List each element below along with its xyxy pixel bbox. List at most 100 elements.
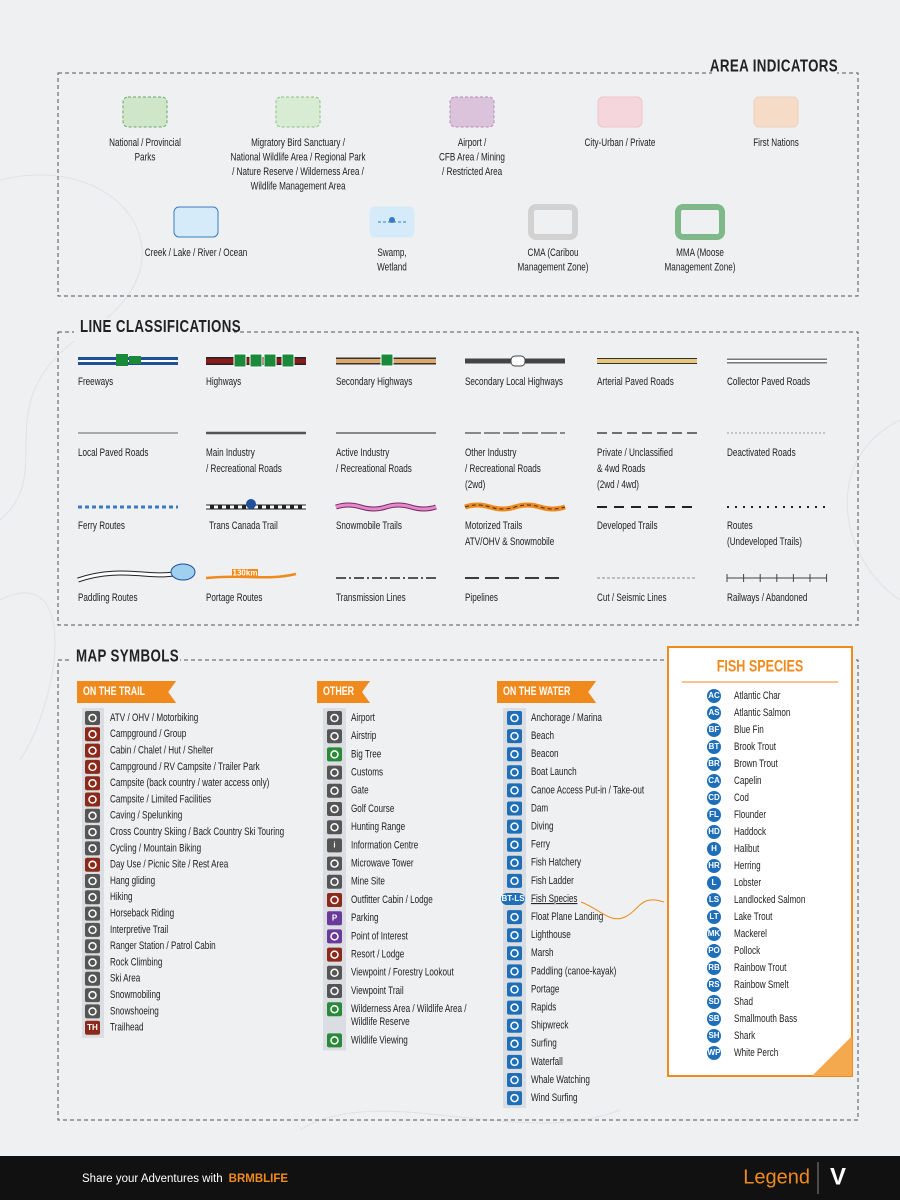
symbol-label: Shipwreck	[531, 1020, 569, 1033]
area-swatch	[275, 96, 321, 128]
line-label: Freeways	[78, 376, 113, 389]
symbol-label: Wildlife Reserve	[351, 1016, 410, 1029]
symbol-label: Wind Surfing	[531, 1092, 578, 1105]
fish-code: AC	[708, 691, 720, 700]
fish-code: LT	[709, 912, 718, 921]
line-label: Transmission Lines	[336, 592, 406, 605]
symbol-icon	[327, 729, 342, 744]
symbol-label: ATV / OHV / Motorbiking	[110, 712, 198, 725]
fish-code-badge	[707, 1029, 721, 1043]
area-swatch	[449, 96, 495, 128]
symbol-glyph	[330, 804, 339, 814]
fish-name: Pollock	[734, 945, 760, 958]
symbol-glyph	[510, 912, 519, 922]
fish-code-badge	[707, 1046, 721, 1060]
symbol-glyph	[88, 1007, 97, 1016]
symbol-icon	[327, 711, 342, 725]
area-label: MMA (Moose	[676, 247, 724, 260]
symbol-label: Beacon	[531, 748, 559, 761]
fish-code-badge	[707, 791, 721, 805]
fish-name: Smallmouth Bass	[734, 1013, 797, 1026]
symbol-icon	[85, 841, 100, 856]
symbol-icon	[85, 743, 100, 758]
symbol-glyph	[330, 932, 339, 941]
symbol-icon	[85, 727, 100, 742]
symbol-icon	[327, 838, 342, 853]
line-label: Snowmobile Trails	[336, 520, 402, 533]
symbol-label: Viewpoint / Forestry Lookout	[351, 967, 454, 980]
symbol-icon	[507, 910, 522, 925]
line-label: Main Industry	[206, 447, 255, 460]
symbol-icon	[507, 1000, 522, 1015]
symbol-label: Ranger Station / Patrol Cabin	[110, 940, 216, 953]
footer-brand: BRMBLIFE	[229, 1173, 289, 1185]
symbol-glyph	[510, 822, 519, 831]
symbol-icon	[85, 857, 100, 872]
symbol-glyph	[88, 762, 97, 772]
fish-name: Mackerel	[734, 928, 767, 941]
symbol-icon	[327, 1033, 342, 1048]
symbol-label: Customs	[351, 766, 383, 779]
fish-name: Shad	[734, 996, 753, 1009]
symbol-label: Cross Country Skiing / Back Country Ski …	[110, 826, 284, 839]
symbol-glyph	[330, 731, 339, 741]
tag	[497, 681, 597, 703]
area-swatch	[753, 96, 799, 128]
shield	[129, 356, 141, 364]
symbol-glyph	[510, 1003, 519, 1012]
symbol-icon	[85, 988, 100, 1003]
line-label: Motorized Trails	[465, 520, 522, 533]
symbol-glyph	[88, 844, 97, 853]
symbol-label: Surfing	[531, 1038, 557, 1051]
tct-mark	[246, 499, 256, 509]
symbol-icon	[85, 808, 100, 823]
line-label: Other Industry	[465, 447, 517, 460]
tag-label: ON THE TRAIL	[83, 685, 146, 699]
symbol-icon	[85, 922, 100, 937]
fish-code: SD	[708, 997, 719, 1006]
fish-code: HD	[708, 827, 720, 836]
fish-name: White Perch	[734, 1047, 778, 1060]
shield	[233, 353, 247, 368]
fish-code-badge	[707, 876, 721, 890]
symbol-label: Parking	[351, 912, 379, 925]
symbol-label: Hunting Range	[351, 821, 405, 834]
symbol-icon	[327, 820, 342, 835]
symbol-glyph	[88, 941, 97, 951]
symbol-label: Caving / Spelunking	[110, 810, 182, 823]
area-swatch	[122, 96, 168, 128]
symbol-icon	[85, 955, 100, 970]
line-sample	[464, 504, 566, 510]
symbol-glyph	[88, 925, 97, 935]
line-label: Arterial Paved Roads	[597, 376, 674, 389]
symbol-glyph	[510, 713, 519, 723]
symbol-icon	[327, 802, 342, 816]
line-label: / Recreational Roads	[336, 463, 412, 476]
symbol-icon	[85, 890, 100, 905]
symbol-icon	[85, 1004, 100, 1019]
symbol-label: Campground / RV Campsite / Trailer Park	[110, 761, 260, 774]
fish-name: Shark	[734, 1030, 755, 1043]
symbol-label: Rapids	[531, 1001, 556, 1014]
symbol-label: Ferry	[531, 839, 550, 852]
area-label: Wetland	[377, 261, 407, 274]
fish-name: Halibut	[734, 843, 760, 856]
symbol-glyph	[88, 811, 97, 821]
symbol-label: Dam	[531, 802, 548, 815]
fish-name: Capelin	[734, 775, 762, 788]
symbol-glyph	[88, 827, 97, 837]
symbol-label: Hiking	[110, 891, 133, 904]
symbol-icon	[507, 819, 522, 834]
symbol-label: Information Centre	[351, 839, 418, 852]
fish-code: PO	[708, 946, 720, 955]
symbol-glyph	[88, 876, 97, 886]
symbol-label: Canoe Access Put-in / Take-out	[531, 784, 644, 797]
symbol-icon-text: i	[333, 841, 335, 850]
fish-name: Brook Trout	[734, 741, 776, 754]
symbol-icon	[85, 711, 100, 725]
symbol-icon	[507, 747, 522, 762]
symbol-glyph	[88, 958, 97, 967]
symbol-glyph	[88, 795, 97, 804]
symbol-glyph	[510, 1075, 519, 1085]
